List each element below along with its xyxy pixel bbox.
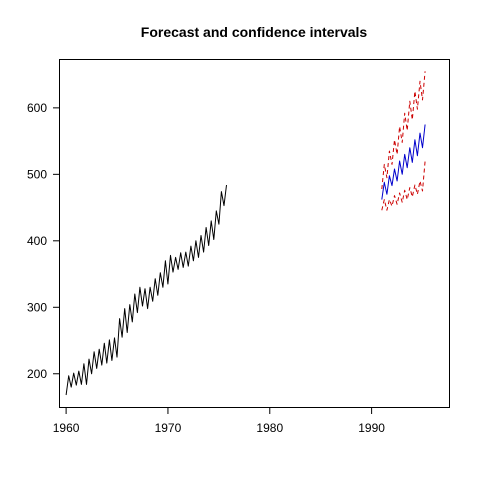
x-tick-label: 1980 bbox=[256, 421, 283, 435]
y-tick-label: 300 bbox=[27, 300, 47, 314]
series-observed-line bbox=[65, 184, 227, 396]
chart-title: Forecast and confidence intervals bbox=[141, 24, 368, 40]
series-layer bbox=[65, 71, 426, 396]
series-upper-bound-line bbox=[381, 71, 426, 190]
y-tick-label: 500 bbox=[27, 167, 47, 181]
y-tick-label: 400 bbox=[27, 234, 47, 248]
plot-area bbox=[59, 59, 450, 408]
x-tick-label: 1970 bbox=[155, 421, 182, 435]
y-axis: 200 300 400 500 600 bbox=[27, 101, 60, 381]
series-lower-bound-line bbox=[381, 160, 426, 211]
x-tick-label: 1990 bbox=[358, 421, 385, 435]
x-axis: 1960 1970 1980 1990 bbox=[53, 407, 385, 435]
y-tick-label: 200 bbox=[27, 367, 47, 381]
y-tick-label: 600 bbox=[27, 101, 47, 115]
x-tick-label: 1960 bbox=[53, 421, 80, 435]
series-forecast-line bbox=[381, 124, 426, 200]
